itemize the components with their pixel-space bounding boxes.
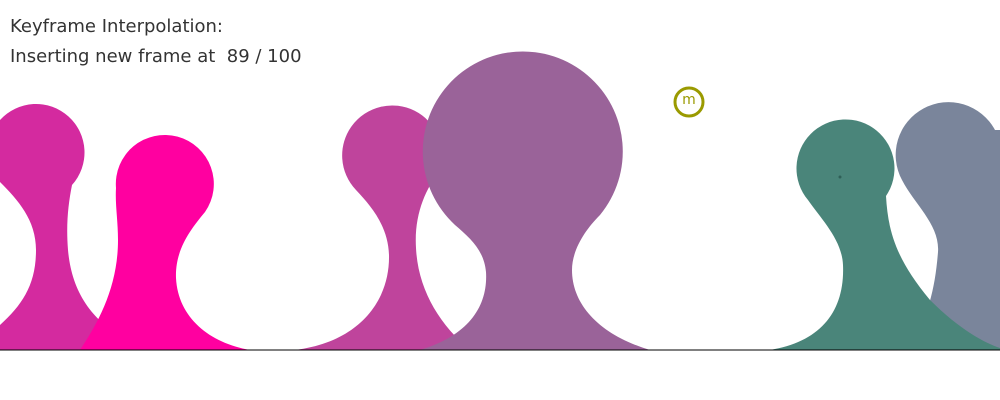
status-overlay: Keyframe Interpolation: Inserting new fr… xyxy=(10,12,302,72)
frame-status: Inserting new frame at 89 / 100 xyxy=(10,46,302,67)
frame-status-prefix: Inserting new frame at xyxy=(10,46,216,67)
cursor-ring xyxy=(673,86,705,118)
cursor-marker[interactable]: m xyxy=(673,86,705,118)
overlay-title: Keyframe Interpolation: xyxy=(10,16,223,37)
blob-teal-dot xyxy=(838,175,842,179)
blob-purple-large xyxy=(420,51,650,351)
blob-magenta-left xyxy=(0,103,150,350)
blob-hot-pink xyxy=(80,134,250,350)
current-frame: 89 xyxy=(226,46,250,67)
total-frames: 100 xyxy=(267,46,302,67)
blob-slate xyxy=(895,102,1000,351)
blob-teal xyxy=(770,119,1000,350)
cursor-glyph: m xyxy=(682,92,696,108)
